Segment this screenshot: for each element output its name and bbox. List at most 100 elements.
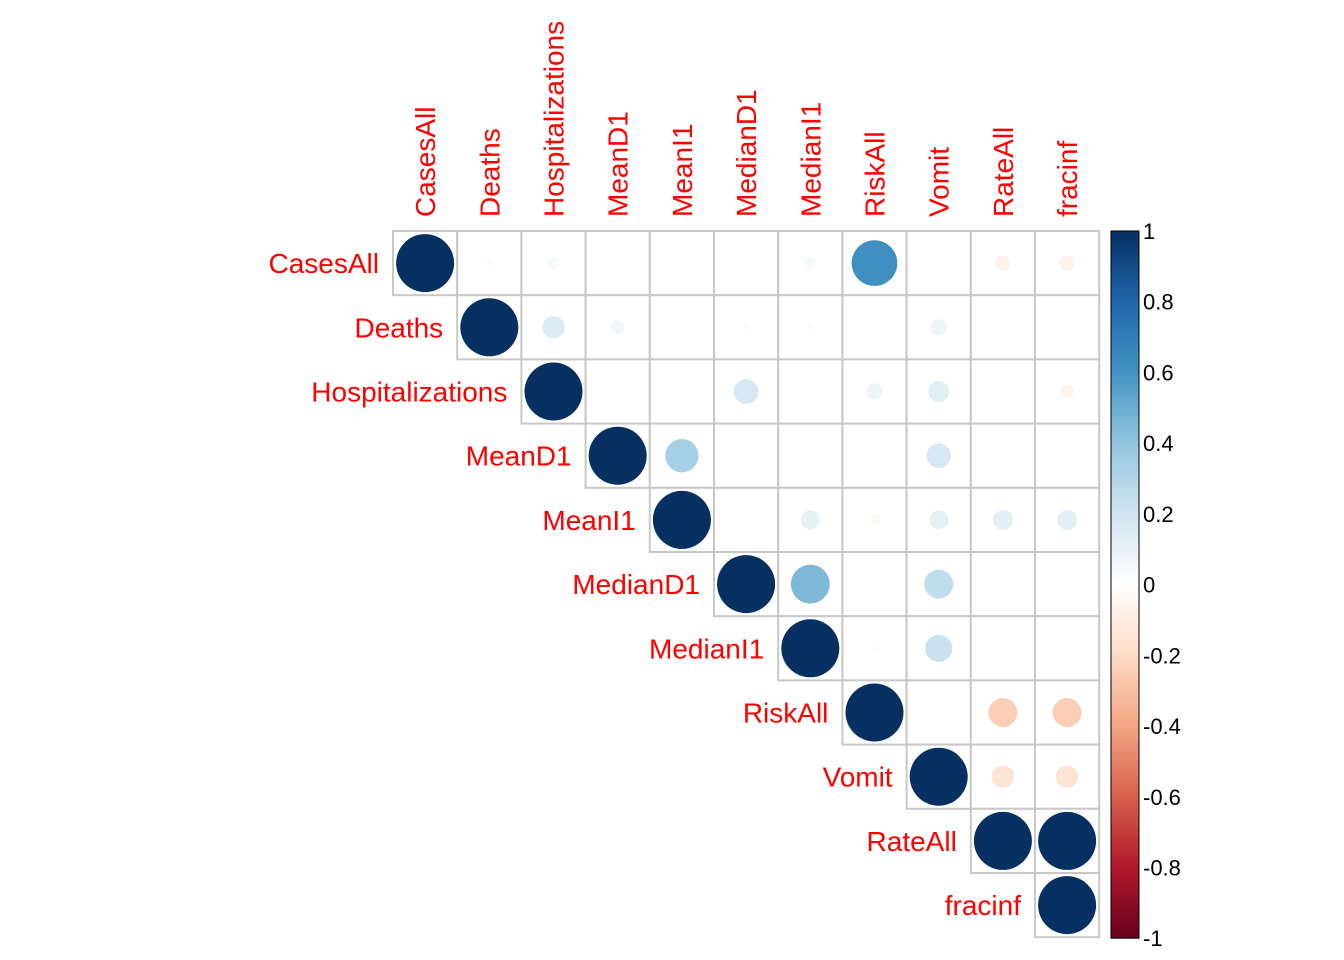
grid-cell — [841, 551, 908, 618]
corr-circle-RiskAll-RateAll — [988, 698, 1018, 727]
corr-circle-Hospitalizations-Hospitalizations — [524, 362, 583, 421]
colorbar-tick-label: -1 — [1143, 926, 1163, 951]
grid-cell — [584, 294, 651, 361]
colorbar-gradient — [1110, 230, 1140, 939]
colorbar-tick-label: 1 — [1143, 219, 1155, 244]
col-label-RiskAll: RiskAll — [860, 131, 891, 217]
corr-circle-MeanI1-MeanI1 — [652, 490, 711, 549]
corr-circle-Deaths-fracinf — [1064, 324, 1070, 331]
col-label-Deaths: Deaths — [474, 128, 505, 217]
corr-circle-RiskAll-RiskAll — [845, 683, 904, 742]
row-label-Hospitalizations: Hospitalizations — [311, 377, 507, 408]
grid-cell — [713, 486, 780, 553]
corr-circle-Hospitalizations-fracinf — [1060, 384, 1075, 399]
corr-circle-CasesAll-CasesAll — [396, 234, 455, 293]
corr-circle-Hospitalizations-Vomit — [928, 381, 950, 402]
corr-circle-CasesAll-RateAll — [995, 255, 1011, 271]
corr-circle-Deaths-MedianD1 — [742, 323, 751, 332]
corr-circle-MedianD1-MedianD1 — [717, 555, 776, 614]
row-labels: CasesAll Deaths Hospitalizations MeanD1 Mean… — [269, 248, 1022, 921]
corr-circle-CasesAll-Hospitalizations — [547, 257, 560, 269]
corr-circle-MeanD1-MeanD1 — [588, 426, 647, 485]
corr-circle-Hospitalizations-MedianI1 — [807, 388, 814, 395]
grid-cell — [1034, 615, 1101, 682]
corr-circle-fracinf-fracinf — [1038, 876, 1097, 935]
corr-circle-Vomit-RateAll — [991, 765, 1015, 788]
col-label-MedianI1: MedianI1 — [795, 102, 826, 217]
corr-circle-Hospitalizations-MedianD1 — [733, 379, 759, 404]
grid-cell — [584, 230, 651, 297]
row-label-Deaths: Deaths — [354, 312, 443, 343]
corr-circle-RiskAll-Vomit — [935, 709, 942, 716]
col-label-Vomit: Vomit — [924, 147, 955, 217]
grid-cell — [969, 551, 1036, 618]
col-label-Hospitalizations: Hospitalizations — [539, 21, 570, 217]
corr-circle-CasesAll-MedianI1 — [804, 257, 817, 269]
row-label-RateAll: RateAll — [867, 826, 957, 857]
col-label-RateAll: RateAll — [988, 127, 1019, 217]
row-label-MeanI1: MeanI1 — [542, 505, 635, 536]
row-label-CasesAll: CasesAll — [269, 248, 379, 279]
correlation-circles — [396, 234, 1097, 935]
corr-circle-MedianI1-RiskAll — [870, 644, 879, 653]
grid-cell — [648, 230, 715, 297]
corr-circle-MeanI1-RiskAll — [868, 514, 881, 526]
corr-circle-MedianD1-Vomit — [924, 569, 954, 599]
corr-circle-Deaths-RateAll — [1000, 324, 1006, 331]
corr-circle-MeanI1-MedianI1 — [800, 510, 820, 530]
corr-circle-CasesAll-MedianD1 — [743, 260, 749, 266]
corr-circle-RateAll-fracinf — [1038, 811, 1097, 870]
colorbar-tick-label: 0.8 — [1143, 290, 1174, 315]
corr-circle-CasesAll-Deaths — [485, 259, 494, 268]
colorbar-tick-label: 0 — [1143, 573, 1155, 598]
corr-circle-RiskAll-fracinf — [1052, 698, 1082, 727]
corr-circle-MeanD1-MedianI1 — [807, 452, 814, 459]
corr-circle-MeanI1-RateAll — [992, 509, 1013, 530]
corr-circle-MedianD1-fracinf — [1064, 581, 1070, 587]
corr-circle-Deaths-Vomit — [930, 319, 947, 336]
corr-circle-Deaths-MeanD1 — [610, 320, 625, 335]
colorbar-tick-label: 0.6 — [1143, 360, 1174, 385]
corr-circle-MeanD1-fracinf — [1064, 452, 1070, 459]
corr-circle-MedianD1-MedianI1 — [790, 564, 830, 604]
colorbar-tick-label: -0.8 — [1143, 855, 1181, 880]
corr-circle-Deaths-Deaths — [460, 298, 519, 357]
corr-circle-MedianI1-MedianI1 — [781, 619, 840, 678]
col-label-MeanI1: MeanI1 — [667, 124, 698, 217]
colorbar-tick-label: -0.4 — [1143, 714, 1181, 739]
col-label-CasesAll: CasesAll — [410, 107, 441, 217]
colorbar-tick-label: 0.4 — [1143, 431, 1174, 456]
row-label-RiskAll: RiskAll — [743, 698, 829, 729]
corr-circle-MeanD1-MeanI1 — [665, 439, 699, 473]
corr-circle-CasesAll-RiskAll — [851, 240, 898, 286]
corr-circle-Hospitalizations-MeanD1 — [614, 388, 621, 395]
col-label-MedianD1: MedianD1 — [731, 89, 762, 217]
corr-circle-Hospitalizations-MeanI1 — [679, 388, 685, 395]
corr-circle-Deaths-Hospitalizations — [542, 316, 565, 339]
colorbar-tick-label: -0.6 — [1143, 785, 1181, 810]
colorbar-legend: 1 0.8 0.6 0.4 0.2 0 -0.2 -0.4 -0.6 -0.8 -1 — [1110, 219, 1181, 951]
row-label-MedianI1: MedianI1 — [649, 633, 764, 664]
col-label-fracinf: fracinf — [1052, 141, 1083, 217]
colorbar-tick-label: -0.2 — [1143, 643, 1181, 668]
corr-circle-Vomit-Vomit — [909, 747, 968, 806]
corr-circle-CasesAll-fracinf — [1059, 255, 1075, 271]
colorbar-tick-label: 0.2 — [1143, 502, 1174, 527]
row-label-MedianD1: MedianD1 — [572, 569, 700, 600]
corr-circle-MedianI1-Vomit — [925, 634, 953, 662]
row-label-Vomit: Vomit — [823, 762, 893, 793]
corr-circle-Deaths-MeanI1 — [679, 324, 685, 331]
row-label-fracinf: fracinf — [945, 890, 1021, 921]
grid-cell — [905, 230, 972, 297]
corr-circle-MedianI1-RateAll — [1000, 645, 1006, 652]
corr-circle-Deaths-MedianI1 — [806, 323, 815, 332]
grid-cell — [1034, 358, 1101, 425]
corr-circle-Hospitalizations-RiskAll — [866, 383, 883, 400]
row-label-MeanD1: MeanD1 — [466, 441, 572, 472]
corr-circle-MeanD1-Vomit — [926, 443, 951, 469]
corr-circle-Deaths-RiskAll — [871, 324, 878, 331]
corr-circle-Hospitalizations-RateAll — [1000, 388, 1006, 395]
corr-circle-MeanD1-RateAll — [1000, 452, 1006, 459]
corr-circle-MeanI1-Vomit — [929, 510, 949, 530]
